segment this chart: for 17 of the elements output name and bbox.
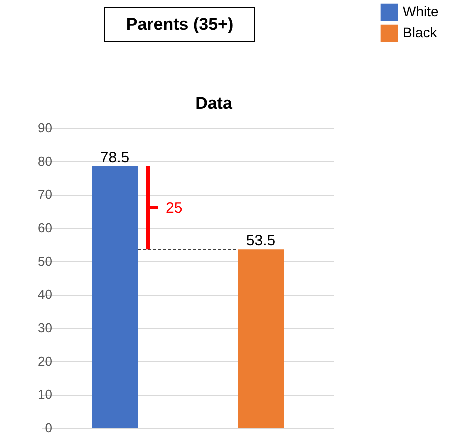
annotation: 25 xyxy=(166,200,183,217)
y-tick-label: 0 xyxy=(45,420,52,435)
y-tick-label: 20 xyxy=(38,354,52,369)
legend-label: Black xyxy=(403,24,438,40)
y-tick-label: 60 xyxy=(38,220,52,236)
data-label: 78.5 xyxy=(100,149,130,166)
chart-title: Parents (35+) xyxy=(126,15,234,34)
data-label: 53.5 xyxy=(246,232,276,250)
legend-label: White xyxy=(403,4,439,20)
y-tick-label: 40 xyxy=(38,287,52,302)
y-tick-label: 90 xyxy=(38,120,52,136)
y-tick-label: 30 xyxy=(38,320,52,336)
y-tick-label: 50 xyxy=(38,254,52,269)
chart-subtitle: Data xyxy=(196,94,233,113)
y-tick-label: 10 xyxy=(38,387,52,402)
y-tick-label: 70 xyxy=(38,187,52,202)
y-tick-label: 80 xyxy=(38,154,52,169)
